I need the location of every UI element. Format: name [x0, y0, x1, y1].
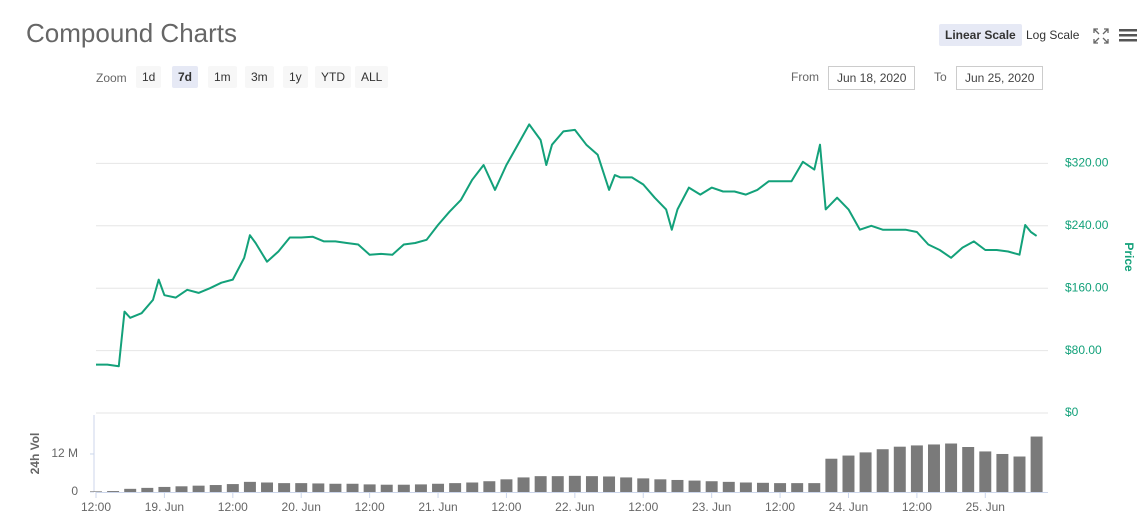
from-label: From: [791, 70, 819, 84]
chart-title: Compound Charts: [26, 18, 237, 48]
volume-bar: [329, 483, 342, 492]
y-tick-label: $240.00: [1065, 218, 1109, 232]
zoom-button[interactable]: ALL: [355, 66, 389, 88]
y-tick-label: $0: [1065, 405, 1079, 419]
volume-bar: [825, 458, 838, 492]
volume-bar: [397, 484, 410, 492]
volume-bar: [568, 475, 581, 492]
volume-bar: [534, 476, 547, 492]
volume-bar: [705, 481, 718, 492]
to-label: To: [934, 70, 947, 84]
volume-bar: [774, 483, 787, 492]
volume-bar: [962, 447, 975, 492]
volume-bar: [312, 483, 325, 492]
volume-bar: [603, 476, 616, 492]
volume-bar: [842, 455, 855, 492]
y-axis-label: 24h Vol: [28, 433, 42, 475]
volume-bar: [209, 485, 222, 492]
volume-bar: [346, 483, 359, 492]
volume-bar: [996, 453, 1009, 492]
volume-bar: [90, 491, 102, 492]
from-input[interactable]: Jun 18, 2020: [828, 66, 916, 90]
y-axis-label: Price: [1122, 242, 1136, 272]
volume-bar: [124, 488, 137, 492]
zoom-button[interactable]: 1y: [283, 66, 308, 88]
zoom-button[interactable]: 7d: [172, 66, 199, 88]
volume-bar: [278, 483, 291, 492]
menu-icon[interactable]: [1119, 27, 1137, 43]
x-tick-label: 12:00: [765, 500, 795, 514]
volume-bar: [432, 483, 445, 492]
x-tick-label: 25. Jun: [966, 500, 1005, 514]
volume-bar: [243, 481, 256, 492]
volume-bar: [893, 446, 906, 492]
x-tick-label: 12:00: [218, 500, 248, 514]
x-tick-label: 12:00: [81, 500, 111, 514]
x-tick-label: 20. Jun: [282, 500, 321, 514]
y-tick-label: $80.00: [1065, 343, 1102, 357]
volume-bar: [808, 483, 821, 492]
volume-bar: [158, 486, 171, 492]
zoom-button[interactable]: 3m: [245, 66, 274, 88]
y-tick-label: $320.00: [1065, 156, 1109, 170]
y-tick-label: 12 M: [51, 446, 78, 460]
volume-bar: [1013, 456, 1026, 492]
volume-bar: [637, 478, 650, 492]
volume-bar: [791, 483, 804, 492]
zoom-label: Zoom: [96, 71, 127, 85]
volume-bar: [295, 483, 308, 492]
volume-bar: [141, 487, 154, 492]
zoom-button[interactable]: YTD: [315, 66, 351, 88]
volume-bar: [466, 482, 479, 492]
volume-bar: [654, 479, 667, 492]
volume-bar: [551, 476, 564, 492]
volume-bar: [671, 479, 684, 492]
volume-bar: [449, 483, 462, 492]
volume-bar: [739, 482, 752, 492]
fullscreen-icon[interactable]: [1093, 28, 1109, 44]
x-tick-label: 24. Jun: [829, 500, 868, 514]
zoom-button[interactable]: 1m: [208, 66, 237, 88]
volume-bar: [928, 444, 940, 492]
volume-bar: [517, 477, 530, 492]
to-input[interactable]: Jun 25, 2020: [956, 66, 1044, 90]
volume-bar: [620, 477, 633, 492]
volume-bar: [414, 484, 427, 492]
volume-bar: [380, 484, 393, 492]
x-tick-label: 12:00: [628, 500, 658, 514]
volume-bar: [226, 484, 239, 492]
scale-button[interactable]: Log Scale: [1026, 28, 1080, 42]
scale-button[interactable]: Linear Scale: [939, 24, 1022, 46]
volume-bar: [910, 445, 923, 492]
x-tick-label: 12:00: [355, 500, 385, 514]
y-tick-label: 0: [71, 484, 78, 498]
zoom-button[interactable]: 1d: [136, 66, 162, 88]
x-tick-label: 23. Jun: [692, 500, 731, 514]
x-tick-label: 22. Jun: [555, 500, 594, 514]
volume-bar: [979, 451, 992, 492]
volume-bar: [585, 476, 598, 492]
x-tick-label: 12:00: [902, 500, 932, 514]
price-line: [96, 123, 1038, 368]
volume-bar: [722, 481, 735, 492]
volume-bar: [175, 486, 188, 492]
y-tick-label: $160.00: [1065, 280, 1109, 294]
volume-bar: [945, 443, 958, 492]
volume-bar: [261, 482, 274, 492]
x-tick-label: 12:00: [491, 500, 521, 514]
volume-bar: [756, 482, 769, 492]
volume-bar: [107, 491, 120, 492]
volume-bar: [1030, 436, 1043, 492]
x-tick-label: 19. Jun: [145, 500, 184, 514]
volume-bar: [859, 452, 872, 492]
volume-bar: [500, 479, 513, 492]
x-tick-label: 21. Jun: [418, 500, 457, 514]
volume-bar: [876, 449, 889, 492]
volume-bar: [363, 484, 376, 492]
volume-bar: [688, 480, 701, 492]
volume-bar: [192, 485, 205, 492]
volume-bar: [483, 481, 496, 492]
